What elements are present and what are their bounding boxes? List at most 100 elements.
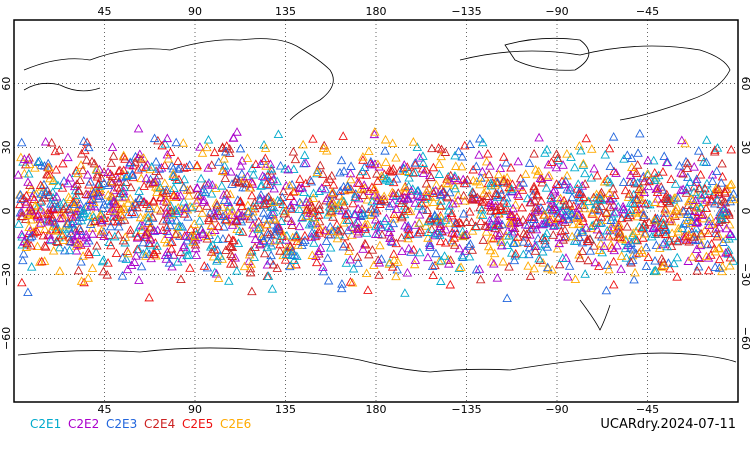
observation-marker xyxy=(149,133,160,143)
observation-marker xyxy=(225,189,235,199)
observation-marker xyxy=(152,225,163,234)
observation-marker xyxy=(123,248,134,258)
observation-marker xyxy=(496,237,507,246)
observation-marker xyxy=(274,234,285,244)
observation-marker xyxy=(297,182,308,192)
observation-marker xyxy=(248,228,258,238)
observation-marker xyxy=(628,176,639,186)
observation-marker xyxy=(547,264,557,274)
observation-marker xyxy=(530,220,540,229)
observation-marker xyxy=(48,204,59,214)
observation-marker xyxy=(421,191,432,200)
lat-tick-left: 30 xyxy=(0,140,13,154)
lat-tick-left: 60 xyxy=(0,77,13,91)
observation-marker xyxy=(379,216,390,225)
observation-marker xyxy=(17,207,27,217)
observation-marker xyxy=(581,222,591,232)
observation-marker xyxy=(220,173,231,182)
observation-marker xyxy=(16,229,27,239)
observation-marker xyxy=(397,211,407,220)
observation-marker xyxy=(678,184,688,194)
observation-marker xyxy=(218,211,228,220)
observation-marker xyxy=(546,193,557,202)
observation-marker xyxy=(538,233,548,242)
observation-marker xyxy=(450,223,460,233)
observation-marker xyxy=(468,187,478,197)
lon-tick-bottom: 180 xyxy=(366,403,387,416)
observation-marker xyxy=(650,197,660,206)
observation-marker xyxy=(142,159,153,169)
product-date-stamp: UCARdry.2024-07-11 xyxy=(600,417,736,432)
observation-marker xyxy=(360,222,370,232)
observation-marker xyxy=(402,194,412,203)
observation-marker xyxy=(524,158,535,167)
observation-marker xyxy=(107,192,118,201)
observation-marker xyxy=(194,216,205,225)
observation-marker xyxy=(73,185,84,194)
observation-marker xyxy=(233,208,244,217)
observation-marker xyxy=(54,242,65,252)
observation-marker xyxy=(85,200,96,210)
observation-marker xyxy=(343,181,353,190)
observation-marker xyxy=(162,149,173,159)
observation-marker xyxy=(168,250,179,259)
observation-marker xyxy=(275,160,286,170)
observation-marker xyxy=(53,180,63,190)
observation-marker xyxy=(132,232,143,242)
observation-marker xyxy=(69,201,80,211)
observation-marker xyxy=(406,186,417,195)
observation-marker xyxy=(73,239,83,248)
observation-marker xyxy=(577,246,588,256)
observation-marker xyxy=(91,247,101,256)
observation-marker xyxy=(517,185,528,194)
observation-marker xyxy=(580,269,590,278)
observation-marker xyxy=(649,215,659,225)
observation-marker xyxy=(627,153,637,162)
observation-marker xyxy=(255,195,265,205)
observation-marker xyxy=(83,273,93,282)
observation-marker xyxy=(152,187,162,196)
observation-marker xyxy=(136,195,147,205)
observation-marker xyxy=(650,265,661,275)
observation-marker xyxy=(695,169,706,179)
observation-marker xyxy=(533,233,543,243)
observation-marker xyxy=(259,248,270,258)
observation-marker xyxy=(466,217,477,226)
observation-marker xyxy=(518,249,529,259)
observation-marker xyxy=(445,170,456,180)
observation-marker xyxy=(471,176,482,186)
observation-marker xyxy=(345,168,356,178)
observation-marker xyxy=(628,244,639,254)
observation-marker xyxy=(103,190,113,199)
lon-tick-top: −45 xyxy=(636,5,659,18)
observation-marker xyxy=(481,227,492,236)
observation-marker xyxy=(689,232,700,241)
observation-marker xyxy=(87,229,98,238)
observation-marker xyxy=(75,198,85,208)
observation-marker xyxy=(191,250,202,259)
observation-marker xyxy=(696,190,706,199)
observation-marker xyxy=(228,132,239,142)
observation-marker xyxy=(270,226,281,236)
observation-marker xyxy=(436,276,446,285)
observation-marker xyxy=(193,232,203,242)
observation-marker xyxy=(79,277,89,287)
observation-marker xyxy=(227,179,237,188)
observation-marker xyxy=(721,247,731,257)
observation-marker xyxy=(441,178,451,187)
observation-marker xyxy=(525,271,536,280)
observation-marker xyxy=(714,222,725,232)
observation-marker xyxy=(426,172,436,182)
observation-marker xyxy=(123,170,133,180)
observation-marker xyxy=(46,209,56,219)
observation-marker xyxy=(228,259,239,268)
observation-marker xyxy=(217,254,227,263)
observation-marker xyxy=(322,253,333,262)
observation-marker xyxy=(231,174,242,183)
observation-marker xyxy=(688,194,698,204)
observation-marker xyxy=(554,180,564,189)
observation-marker xyxy=(117,252,128,262)
observation-marker xyxy=(21,190,32,200)
observation-marker xyxy=(136,261,147,271)
observation-marker xyxy=(440,147,451,156)
